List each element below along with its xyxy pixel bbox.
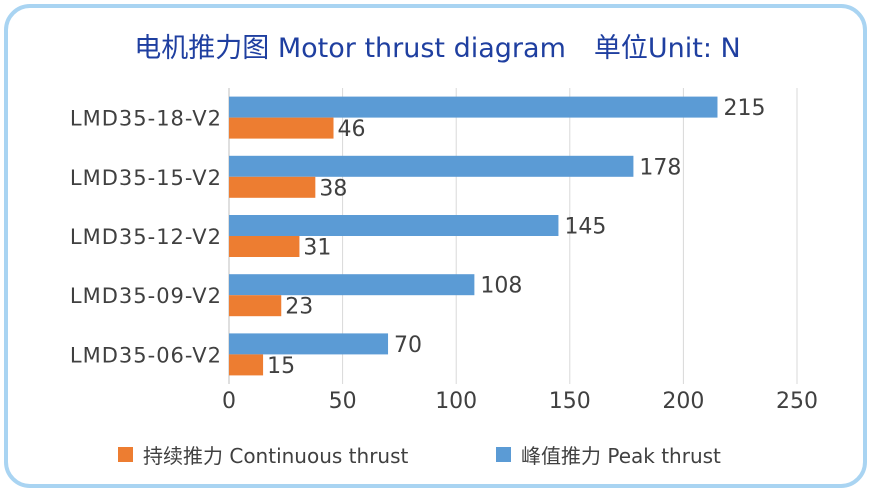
data-label-continuous: 15 — [267, 354, 295, 379]
legend-swatch-continuous — [118, 447, 133, 462]
data-label-continuous: 38 — [319, 176, 347, 201]
category-labels: LMD35-18-V2 LMD35-15-V2 LMD35-12-V2 LMD35-0… — [70, 107, 222, 368]
category-label: LMD35-12-V2 — [70, 225, 222, 249]
x-tick-labels: 0 50 100 150 200 250 — [222, 389, 818, 414]
bar-peak-thrust — [229, 96, 718, 118]
data-label-peak: 70 — [394, 333, 422, 358]
data-label-continuous: 31 — [303, 236, 331, 261]
legend-label-peak: 峰值推力 Peak thrust — [521, 444, 721, 468]
x-tick-label: 200 — [662, 389, 704, 414]
bar-continuous-thrust — [229, 354, 264, 376]
bar-peak-thrust — [229, 333, 389, 355]
category-label: LMD35-09-V2 — [70, 284, 222, 308]
bars — [229, 96, 718, 376]
x-tick-label: 0 — [222, 389, 236, 414]
x-tick-label: 50 — [329, 389, 357, 414]
x-tick-label: 100 — [435, 389, 477, 414]
data-labels: 215 46 178 38 145 31 108 23 70 15 — [267, 96, 765, 379]
data-label-peak: 178 — [639, 155, 681, 180]
legend-label-continuous: 持续推力 Continuous thrust — [143, 444, 409, 468]
bar-peak-thrust — [229, 215, 559, 236]
chart-frame — [4, 4, 867, 488]
data-label-peak: 145 — [564, 215, 606, 240]
x-tick-label: 250 — [776, 389, 818, 414]
chart-title: 电机推力图 Motor thrust diagram — [134, 33, 566, 64]
data-label-continuous: 46 — [338, 117, 366, 142]
category-label: LMD35-06-V2 — [70, 343, 222, 367]
category-label: LMD35-15-V2 — [70, 166, 222, 190]
legend-item-continuous: 持续推力 Continuous thrust — [118, 440, 408, 469]
x-tick-label: 150 — [549, 389, 591, 414]
legend-item-peak: 峰值推力 Peak thrust — [496, 440, 721, 469]
bar-peak-thrust — [229, 274, 475, 296]
unit-label: 单位Unit: N — [593, 33, 741, 64]
bar-continuous-thrust — [229, 236, 300, 257]
bar-continuous-thrust — [229, 176, 316, 198]
chart-title-row: 电机推力图 Motor thrust diagram 单位Unit: N — [0, 26, 875, 65]
data-label-peak: 108 — [480, 274, 522, 299]
bar-continuous-thrust — [229, 117, 334, 139]
bar-continuous-thrust — [229, 295, 282, 317]
legend: 持续推力 Continuous thrust 峰值推力 Peak thrust — [0, 440, 875, 472]
bar-peak-thrust — [229, 155, 634, 177]
legend-swatch-peak — [496, 447, 511, 462]
category-label: LMD35-18-V2 — [70, 107, 222, 131]
data-label-continuous: 23 — [285, 295, 313, 320]
data-label-peak: 215 — [723, 96, 765, 121]
